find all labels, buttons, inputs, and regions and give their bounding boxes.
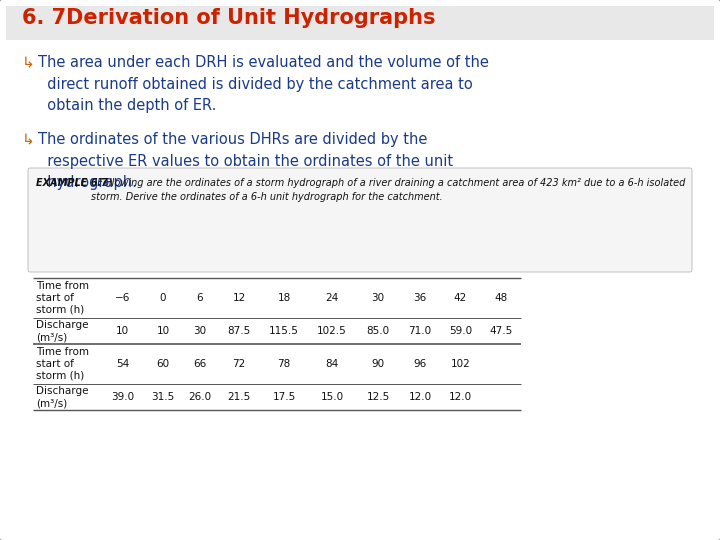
Text: EXAMPLE 6.7: EXAMPLE 6.7 (36, 178, 108, 188)
Text: Discharge
(m³/s): Discharge (m³/s) (36, 386, 89, 408)
Text: 39.0: 39.0 (111, 392, 134, 402)
Text: 15.0: 15.0 (320, 392, 343, 402)
Text: 26.0: 26.0 (189, 392, 212, 402)
Text: 85.0: 85.0 (366, 326, 390, 336)
Text: 6. 7Derivation of Unit Hydrographs: 6. 7Derivation of Unit Hydrographs (22, 8, 436, 28)
Text: 90: 90 (372, 359, 384, 369)
Text: 12.5: 12.5 (366, 392, 390, 402)
FancyBboxPatch shape (6, 6, 714, 40)
Text: Time from
start of
storm (h): Time from start of storm (h) (36, 347, 89, 381)
Text: 10: 10 (116, 326, 129, 336)
Text: −6: −6 (114, 293, 130, 303)
Text: 102.5: 102.5 (317, 326, 347, 336)
Text: 59.0: 59.0 (449, 326, 472, 336)
Text: 47.5: 47.5 (490, 326, 513, 336)
Text: 12.0: 12.0 (449, 392, 472, 402)
Text: 12: 12 (233, 293, 246, 303)
FancyBboxPatch shape (28, 168, 692, 272)
Text: Following are the ordinates of a storm hydrograph of a river draining a catchmen: Following are the ordinates of a storm h… (91, 178, 685, 201)
Text: 10: 10 (156, 326, 170, 336)
Text: 30: 30 (194, 326, 207, 336)
Text: 115.5: 115.5 (269, 326, 299, 336)
Text: 78: 78 (277, 359, 291, 369)
Text: ↳: ↳ (22, 55, 35, 70)
Text: 12.0: 12.0 (408, 392, 431, 402)
Text: 66: 66 (194, 359, 207, 369)
Text: 24: 24 (325, 293, 338, 303)
Text: The area under each DRH is evaluated and the volume of the
  direct runoff obtai: The area under each DRH is evaluated and… (38, 55, 489, 113)
Text: Time from
start of
storm (h): Time from start of storm (h) (36, 281, 89, 315)
Text: 21.5: 21.5 (228, 392, 251, 402)
Text: The ordinates of the various DHRs are divided by the
  respective ER values to o: The ordinates of the various DHRs are di… (38, 132, 453, 190)
Text: 0: 0 (160, 293, 166, 303)
Text: 17.5: 17.5 (272, 392, 296, 402)
Text: 72: 72 (233, 359, 246, 369)
Text: 54: 54 (116, 359, 129, 369)
Text: 84: 84 (325, 359, 338, 369)
Text: 71.0: 71.0 (408, 326, 431, 336)
Text: ↳: ↳ (22, 132, 35, 147)
Text: Discharge
(m³/s): Discharge (m³/s) (36, 320, 89, 342)
Text: 42: 42 (454, 293, 467, 303)
Text: 31.5: 31.5 (151, 392, 175, 402)
Text: 6: 6 (197, 293, 203, 303)
Text: 87.5: 87.5 (228, 326, 251, 336)
Text: 60: 60 (156, 359, 170, 369)
Text: 18: 18 (277, 293, 291, 303)
Text: 36: 36 (413, 293, 427, 303)
Text: 102: 102 (451, 359, 470, 369)
Text: 30: 30 (372, 293, 384, 303)
Text: 96: 96 (413, 359, 427, 369)
Text: 48: 48 (495, 293, 508, 303)
